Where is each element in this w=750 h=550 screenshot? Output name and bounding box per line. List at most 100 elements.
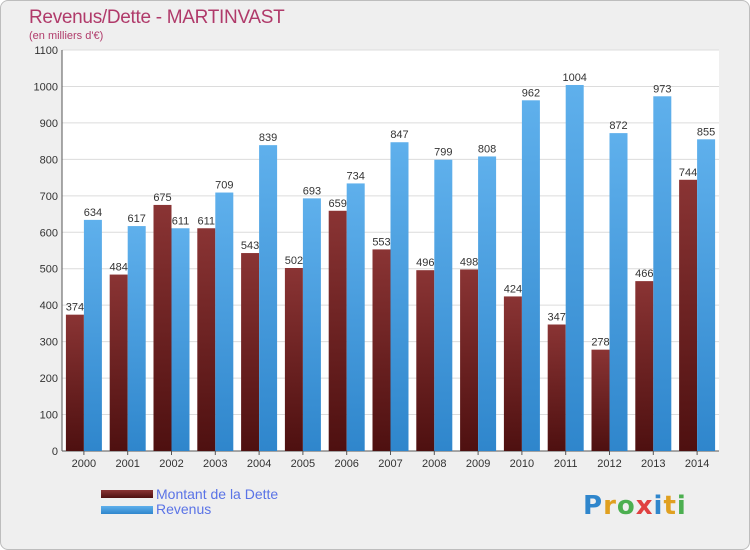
x-tick-label: 2006 xyxy=(334,458,358,470)
x-tick-label: 2002 xyxy=(159,458,183,470)
data-label-revenus: 808 xyxy=(478,143,496,155)
x-tick-label: 2009 xyxy=(466,458,490,470)
data-label-dette: 659 xyxy=(329,198,347,210)
data-label-dette: 498 xyxy=(460,256,478,268)
y-tick-label: 800 xyxy=(40,154,58,166)
legend-swatch-dette xyxy=(101,490,153,498)
bar-dette xyxy=(635,281,654,451)
y-tick-label: 900 xyxy=(40,118,58,130)
logo-letter: o xyxy=(616,491,636,521)
bar-revenus xyxy=(302,198,321,451)
data-label-dette: 543 xyxy=(241,240,259,252)
bar-revenus xyxy=(127,226,146,451)
data-label-revenus: 1004 xyxy=(562,72,586,84)
data-label-revenus: 839 xyxy=(259,132,277,144)
x-tick-label: 2001 xyxy=(115,458,139,470)
logo-letter: i xyxy=(653,491,664,521)
bar-revenus xyxy=(259,145,278,451)
data-label-dette: 502 xyxy=(285,255,303,267)
data-label-dette: 374 xyxy=(66,302,84,314)
chart-title: Revenus/Dette - MARTINVAST xyxy=(29,7,285,28)
x-tick-label: 2004 xyxy=(247,458,271,470)
bar-revenus xyxy=(609,133,628,451)
data-label-revenus: 709 xyxy=(215,180,233,192)
bar-dette xyxy=(460,269,479,451)
x-tick-label: 2011 xyxy=(554,458,578,470)
data-label-dette: 553 xyxy=(372,236,390,248)
bar-revenus xyxy=(653,96,672,451)
data-label-revenus: 799 xyxy=(434,147,452,159)
data-label-revenus: 872 xyxy=(609,120,627,132)
legend-label-revenus: Revenus xyxy=(156,501,212,517)
chart-subtitle: (en milliers d'€) xyxy=(29,30,104,42)
data-label-dette: 675 xyxy=(153,192,171,204)
x-tick-label: 2014 xyxy=(685,458,709,470)
data-label-revenus: 962 xyxy=(522,87,540,99)
data-label-revenus: 855 xyxy=(697,126,715,138)
bar-revenus xyxy=(83,219,102,451)
legend-label-dette: Montant de la Dette xyxy=(156,486,279,502)
x-tick-label: 2005 xyxy=(291,458,315,470)
bar-revenus xyxy=(346,183,365,451)
bar-dette xyxy=(372,249,391,451)
y-tick-label: 1000 xyxy=(34,81,58,93)
bar-dette xyxy=(65,314,84,451)
data-label-revenus: 847 xyxy=(390,129,408,141)
logo-letter: P xyxy=(583,491,604,521)
data-label-revenus: 973 xyxy=(653,83,671,95)
x-tick-label: 2007 xyxy=(378,458,402,470)
bar-revenus xyxy=(697,139,716,451)
bar-revenus xyxy=(521,100,540,451)
y-tick-label: 700 xyxy=(40,191,58,203)
bar-dette xyxy=(328,210,347,451)
bar-dette xyxy=(109,274,128,451)
bar-revenus xyxy=(478,156,497,451)
bar-dette xyxy=(284,267,303,451)
data-label-revenus: 617 xyxy=(128,213,146,225)
logo-letter: r xyxy=(603,491,617,521)
y-tick-label: 500 xyxy=(40,264,58,276)
bar-dette xyxy=(153,204,172,451)
data-label-revenus: 734 xyxy=(347,170,365,182)
x-tick-label: 2000 xyxy=(72,458,96,470)
logo-letter: i xyxy=(676,491,687,521)
y-tick-label: 400 xyxy=(40,300,58,312)
data-label-dette: 744 xyxy=(679,167,697,179)
x-tick-label: 2008 xyxy=(422,458,446,470)
bar-dette xyxy=(416,270,435,451)
proxiti-logo: Proxiti xyxy=(583,491,687,521)
bar-dette xyxy=(503,296,522,451)
data-label-dette: 347 xyxy=(548,312,566,324)
bar-revenus xyxy=(171,228,190,451)
data-label-dette: 611 xyxy=(198,215,216,227)
x-tick-label: 2010 xyxy=(510,458,534,470)
data-label-revenus: 693 xyxy=(303,185,321,197)
bar-revenus xyxy=(215,192,234,451)
x-tick-label: 2013 xyxy=(641,458,665,470)
y-tick-label: 200 xyxy=(40,373,58,385)
data-label-revenus: 611 xyxy=(172,215,190,227)
bar-revenus xyxy=(565,84,584,451)
data-label-revenus: 634 xyxy=(84,207,102,219)
x-tick-label: 2012 xyxy=(597,458,621,470)
legend-swatch-revenus xyxy=(101,506,153,514)
data-label-dette: 496 xyxy=(416,257,434,269)
bar-revenus xyxy=(434,159,453,451)
bar-dette xyxy=(197,228,216,451)
data-label-dette: 466 xyxy=(635,268,653,280)
bar-dette xyxy=(241,253,260,451)
data-label-dette: 278 xyxy=(591,337,609,349)
bar-revenus xyxy=(390,142,409,452)
y-tick-label: 600 xyxy=(40,227,58,239)
logo-letter: t xyxy=(663,491,677,521)
bar-dette xyxy=(591,349,610,451)
x-tick-label: 2003 xyxy=(203,458,227,470)
logo-letter: x xyxy=(635,491,654,521)
y-tick-label: 100 xyxy=(40,410,58,422)
y-tick-label: 0 xyxy=(52,446,58,458)
bar-dette xyxy=(547,324,566,451)
data-label-dette: 424 xyxy=(504,283,522,295)
bar-dette xyxy=(679,179,698,451)
